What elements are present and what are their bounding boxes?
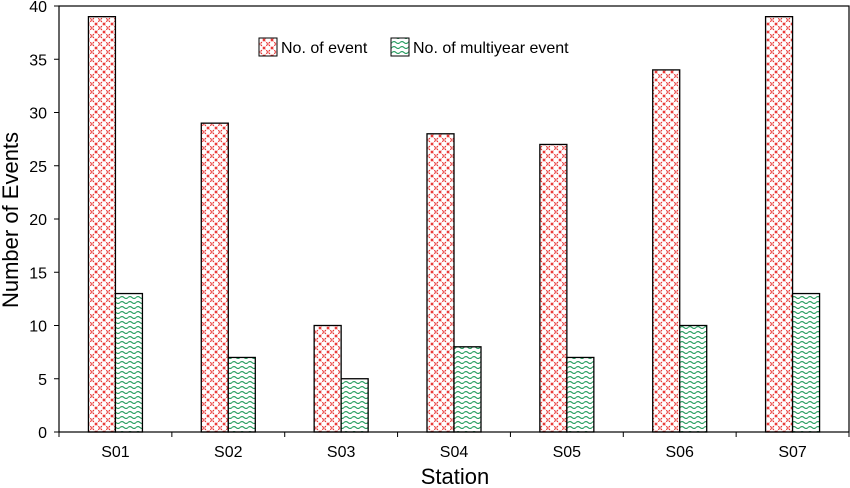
y-axis-title: Number of Events: [0, 132, 23, 308]
bar-event-s04: [426, 133, 455, 433]
bar-event-s07: [764, 15, 794, 433]
y-tick-label: 15: [29, 265, 47, 282]
y-tick-label: 5: [38, 372, 47, 389]
legend: No. of event No. of multiyear event: [258, 37, 569, 57]
x-tick-label: S07: [778, 444, 807, 461]
y-tick-label: 35: [29, 52, 47, 69]
y-tick-label: 25: [29, 159, 47, 176]
x-tick-label: S05: [553, 444, 582, 461]
x-tick-label: S06: [665, 444, 694, 461]
y-tick-label: 10: [29, 319, 47, 336]
y-tick-label: 20: [29, 212, 47, 229]
legend-label-event: No. of event: [281, 40, 368, 57]
bar-multiyear-s06: [679, 324, 708, 433]
bar-event-s05: [539, 143, 568, 433]
plot-frame: [58, 5, 850, 433]
bar-multiyear-s07: [791, 292, 821, 433]
x-tick-label: S03: [327, 444, 356, 461]
legend-label-multiyear: No. of multiyear event: [413, 40, 569, 57]
legend-swatch-multiyear: [390, 37, 410, 57]
x-tick-label: S04: [440, 444, 469, 461]
x-tick-label: S01: [101, 444, 130, 461]
bar-multiyear-s02: [227, 356, 256, 433]
bar-multiyear-s04: [453, 346, 482, 433]
bar-event-s06: [652, 69, 681, 433]
bar-multiyear-s05: [566, 356, 595, 433]
legend-swatch-event: [258, 37, 278, 57]
y-tick-label: 0: [38, 425, 47, 442]
x-tick-label: S02: [214, 444, 243, 461]
bar-multiyear-s03: [340, 378, 369, 433]
bar-multiyear-s01: [114, 292, 144, 433]
bar-event-s01: [87, 15, 117, 433]
bar-event-s02: [200, 122, 229, 433]
x-axis-title: Station: [421, 464, 490, 488]
y-tick-label: 30: [29, 106, 47, 123]
y-tick-label: 40: [29, 0, 47, 16]
bar-event-s03: [313, 324, 342, 433]
